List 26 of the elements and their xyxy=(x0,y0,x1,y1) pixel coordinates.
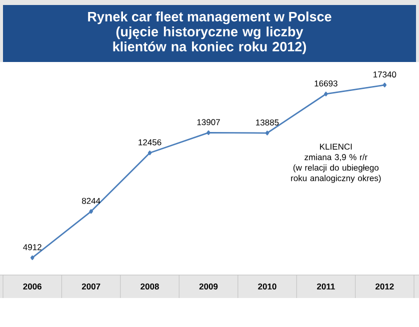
chart-subtitle: (ujęcie historyczne wg liczby klientów na koniec roku 2012) xyxy=(113,26,306,54)
point xyxy=(148,150,152,156)
data-label: 13885 xyxy=(256,119,279,126)
x-tick-label: 2010 xyxy=(258,284,276,290)
annotation: zmiana 3,9 % r/r xyxy=(304,154,368,162)
data-label: 16693 xyxy=(314,80,338,86)
annotation: (w relacji do ubiegłego roku analogiczny okres) xyxy=(291,164,381,183)
chart-title: Rynek car fleet management w Polsce xyxy=(88,12,332,24)
annotation: KLIENCI xyxy=(320,144,352,150)
data-label: 8244 xyxy=(82,198,100,204)
x-tick-label: 2007 xyxy=(82,284,100,290)
data-label: 12456 xyxy=(138,139,162,146)
point xyxy=(324,92,328,96)
data-label: 4912 xyxy=(23,244,42,250)
x-tick-label: 2009 xyxy=(199,284,218,290)
x-tick-label: 2012 xyxy=(376,284,394,290)
data-label: 17340 xyxy=(373,71,396,78)
point xyxy=(30,255,34,260)
point xyxy=(265,130,270,136)
x-tick-label: 2011 xyxy=(317,284,335,290)
point xyxy=(382,82,387,88)
x-tick-label: 2006 xyxy=(23,284,42,290)
point xyxy=(206,130,210,136)
point xyxy=(89,209,93,214)
data-label: 13907 xyxy=(197,119,220,126)
x-tick-label: 2008 xyxy=(140,284,159,290)
